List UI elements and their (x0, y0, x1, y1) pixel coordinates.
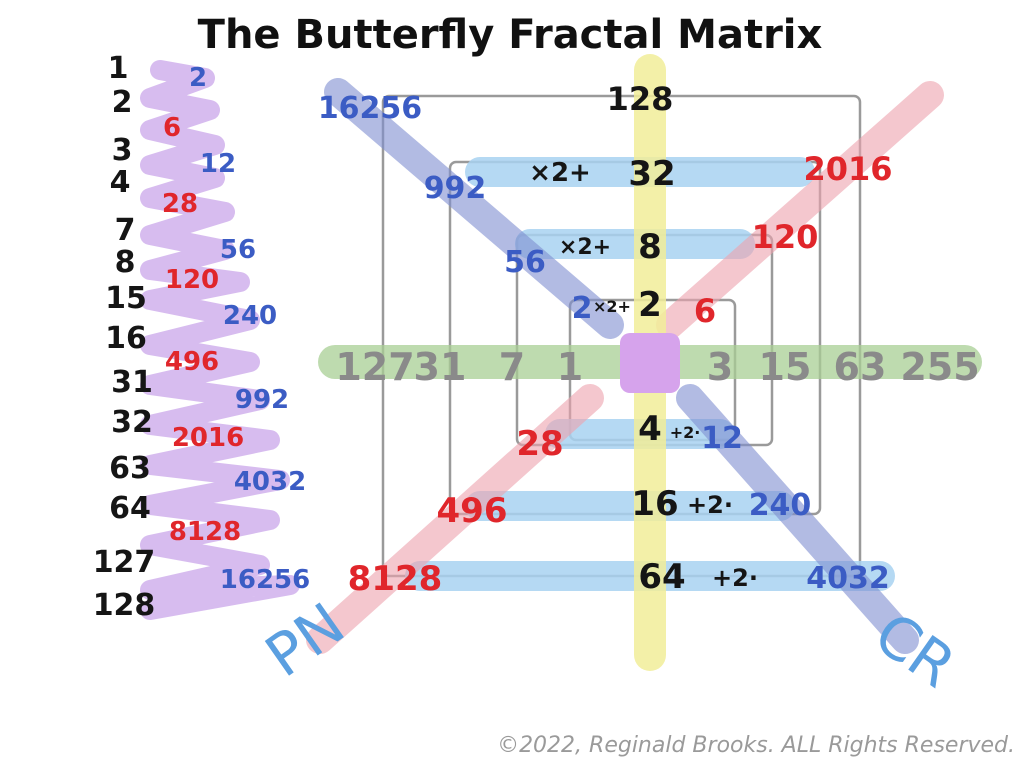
ladder-index: 8 (115, 245, 136, 280)
horizontal-right-number: 3 (707, 345, 733, 389)
navy-band-upper-left (324, 78, 624, 339)
ladder-index: 63 (109, 451, 151, 486)
diag-red-upper-number: 6 (694, 292, 716, 330)
operator-upper: ×2+ (529, 158, 591, 188)
ladder-index: 31 (111, 365, 153, 400)
diagram-title: The Butterfly Fractal Matrix (198, 12, 823, 58)
ladder-index: 15 (105, 281, 147, 316)
ladder-index: 2 (112, 85, 133, 120)
diag-red-upper-number: 120 (752, 218, 819, 256)
top-center-number: 128 (607, 80, 674, 118)
center-upper-number: 32 (628, 154, 675, 194)
horizontal-left-number: 31 (414, 345, 467, 389)
ladder-value: 6 (163, 113, 181, 143)
diag-blue-lower-number: 12 (701, 421, 743, 456)
ladder-index: 128 (93, 588, 156, 623)
operator-upper: ×2+ (593, 297, 631, 316)
ladder-value: 28 (162, 189, 198, 219)
ladder-index: 64 (109, 491, 151, 526)
diag-red-upper-number: 2016 (803, 150, 892, 188)
diag-blue-lower-number: 240 (749, 488, 812, 523)
operator-lower: +2· (670, 423, 701, 442)
center-upper-number: 2 (638, 285, 662, 325)
ladder-index: 4 (110, 165, 131, 200)
ladder-index: 16 (105, 321, 147, 356)
purple-zigzag-wash (140, 60, 300, 620)
operator-upper: ×2+ (559, 235, 611, 260)
center-square (620, 333, 680, 393)
horizontal-left-number: 1 (557, 345, 583, 389)
diag-blue-upper-number: 16256 (318, 91, 422, 126)
operator-lower: +2· (687, 491, 733, 519)
diag-red-lower-number: 28 (516, 424, 563, 464)
copyright: ©2022, Reginald Brooks. ALL Rights Reser… (497, 733, 1015, 758)
ladder-index: 7 (115, 213, 136, 248)
diag-blue-upper-number: 992 (424, 171, 487, 206)
pink-band-upper-right (656, 81, 944, 339)
ladder-value: 56 (220, 235, 256, 265)
ladder-value: 4032 (234, 467, 306, 497)
navy-band-lower-right (676, 384, 919, 654)
ladder-index: 127 (93, 545, 156, 580)
diag-blue-upper-number: 2 (572, 291, 593, 326)
diagonal-bands (306, 78, 944, 654)
center-lower-number: 4 (638, 409, 662, 449)
operator-lower: +2· (712, 564, 758, 592)
ladder-value: 16256 (220, 565, 310, 595)
ladder-index: 1 (108, 51, 129, 86)
center-lower-number: 16 (631, 484, 678, 524)
ladder-value: 992 (235, 385, 289, 415)
ladder-index: 3 (112, 133, 133, 168)
diag-blue-lower-number: 4032 (806, 561, 890, 596)
ladder-value: 240 (223, 301, 277, 331)
diag-blue-upper-number: 56 (504, 245, 546, 280)
diag-red-lower-number: 496 (437, 491, 508, 531)
horizontal-right-number: 63 (834, 345, 887, 389)
horizontal-right-number: 255 (900, 345, 979, 389)
ladder-value: 2016 (172, 423, 244, 453)
horizontal-left-number: 127 (335, 345, 414, 389)
diag-red-lower-number: 8128 (348, 559, 443, 599)
center-lower-number: 64 (638, 557, 685, 597)
ladder-value: 8128 (169, 517, 241, 547)
ladder-value: 12 (200, 149, 236, 179)
pink-band-lower-left (306, 384, 604, 654)
ladder-value: 120 (165, 265, 219, 295)
horizontal-right-number: 15 (759, 345, 812, 389)
ladder-value: 496 (165, 347, 219, 377)
horizontal-left-number: 7 (499, 345, 525, 389)
ladder-value: 2 (189, 63, 207, 93)
center-upper-number: 8 (638, 227, 662, 267)
ladder-index: 32 (111, 405, 153, 440)
